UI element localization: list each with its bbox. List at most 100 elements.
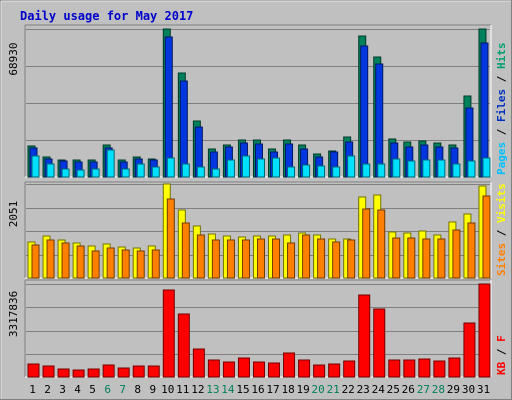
x-tick-label: 26 bbox=[402, 383, 415, 396]
x-tick-label: 23 bbox=[357, 383, 370, 396]
legend-separator: / bbox=[495, 223, 508, 243]
bar bbox=[302, 234, 311, 279]
series-sites bbox=[31, 195, 491, 279]
legend-entry: Pages bbox=[495, 142, 508, 175]
x-tick-label: 29 bbox=[447, 383, 460, 396]
bar bbox=[226, 159, 235, 178]
x-tick-label: 13 bbox=[206, 383, 219, 396]
bar bbox=[407, 160, 416, 178]
bar bbox=[256, 238, 265, 279]
legend-entry: Sites bbox=[495, 243, 508, 276]
bar bbox=[166, 198, 175, 279]
bar bbox=[317, 238, 326, 279]
bar bbox=[358, 294, 371, 378]
series-pages bbox=[31, 149, 491, 178]
x-tick-label: 9 bbox=[149, 383, 156, 396]
bar bbox=[222, 361, 235, 378]
bar bbox=[347, 239, 356, 279]
bar bbox=[211, 239, 220, 279]
bar bbox=[362, 208, 371, 279]
bar bbox=[422, 238, 431, 279]
bar bbox=[272, 238, 281, 279]
bar bbox=[151, 166, 160, 178]
x-tick-label: 30 bbox=[462, 383, 475, 396]
bar bbox=[287, 242, 296, 279]
panel-bot: 3317836 KB / F bbox=[7, 279, 508, 378]
bar bbox=[27, 363, 40, 378]
bar bbox=[121, 249, 130, 279]
bar bbox=[362, 163, 371, 178]
bar bbox=[226, 239, 235, 279]
bar bbox=[136, 163, 145, 178]
x-tick-label: 11 bbox=[176, 383, 189, 396]
y-max-label: 68930 bbox=[7, 42, 20, 75]
legend-entry: Visits bbox=[495, 183, 508, 223]
bar bbox=[164, 36, 173, 178]
y-max-label: 2051 bbox=[7, 201, 20, 228]
legend: Sites / Visits bbox=[495, 183, 508, 276]
bar bbox=[76, 169, 85, 178]
legend-entry: Hits bbox=[495, 43, 508, 70]
y-max-label: 3317836 bbox=[7, 291, 20, 337]
bar bbox=[106, 247, 115, 279]
bar bbox=[272, 157, 281, 178]
bar bbox=[57, 368, 70, 378]
x-tick-label: 14 bbox=[221, 383, 235, 396]
x-tick-label: 15 bbox=[236, 383, 249, 396]
x-tick-label: 21 bbox=[327, 383, 340, 396]
bar bbox=[31, 155, 40, 178]
bar bbox=[343, 360, 356, 378]
bar bbox=[480, 42, 489, 178]
bar bbox=[72, 369, 85, 378]
bar bbox=[102, 364, 115, 378]
legend-entry: KB bbox=[495, 361, 508, 375]
legend-separator: / bbox=[495, 122, 508, 142]
bar bbox=[162, 289, 175, 378]
legend-entry: F bbox=[495, 335, 508, 342]
bar bbox=[433, 360, 446, 378]
bar bbox=[377, 163, 386, 178]
x-tick-label: 19 bbox=[296, 383, 309, 396]
bar bbox=[313, 364, 326, 378]
x-axis: 1 2 3 4 5 6 7 8 9 10 11 12 13 14 15 16 17 18 19 20 21 22 23 24 2… bbox=[29, 383, 490, 396]
bar bbox=[61, 242, 70, 279]
bar bbox=[463, 322, 476, 378]
bar bbox=[482, 195, 491, 279]
bar bbox=[452, 163, 461, 178]
bar bbox=[422, 159, 431, 178]
bar bbox=[196, 166, 205, 178]
bar bbox=[46, 239, 55, 279]
bar bbox=[196, 234, 205, 279]
bar bbox=[181, 222, 190, 279]
bar bbox=[332, 241, 341, 279]
x-tick-label: 24 bbox=[372, 383, 386, 396]
x-tick-label: 12 bbox=[191, 383, 204, 396]
bar bbox=[132, 365, 145, 378]
bar bbox=[467, 160, 476, 178]
x-tick-label: 8 bbox=[134, 383, 141, 396]
bar bbox=[437, 159, 446, 178]
x-tick-label: 22 bbox=[342, 383, 355, 396]
bar bbox=[91, 250, 100, 279]
bar bbox=[42, 365, 55, 378]
bar bbox=[151, 249, 160, 279]
bar bbox=[31, 244, 40, 279]
bar bbox=[256, 158, 265, 178]
bar bbox=[328, 363, 341, 378]
bar bbox=[76, 245, 85, 279]
x-tick-label: 4 bbox=[74, 383, 81, 396]
bar bbox=[207, 359, 220, 378]
x-tick-label: 27 bbox=[417, 383, 430, 396]
x-tick-label: 20 bbox=[311, 383, 324, 396]
bar bbox=[192, 348, 205, 378]
bar bbox=[448, 357, 461, 378]
x-tick-label: 1 bbox=[29, 383, 36, 396]
x-tick-label: 10 bbox=[161, 383, 174, 396]
bar bbox=[478, 283, 491, 378]
bar bbox=[91, 168, 100, 178]
bar bbox=[121, 168, 130, 178]
bar bbox=[211, 168, 220, 178]
bar bbox=[392, 158, 401, 178]
bar bbox=[268, 362, 281, 378]
